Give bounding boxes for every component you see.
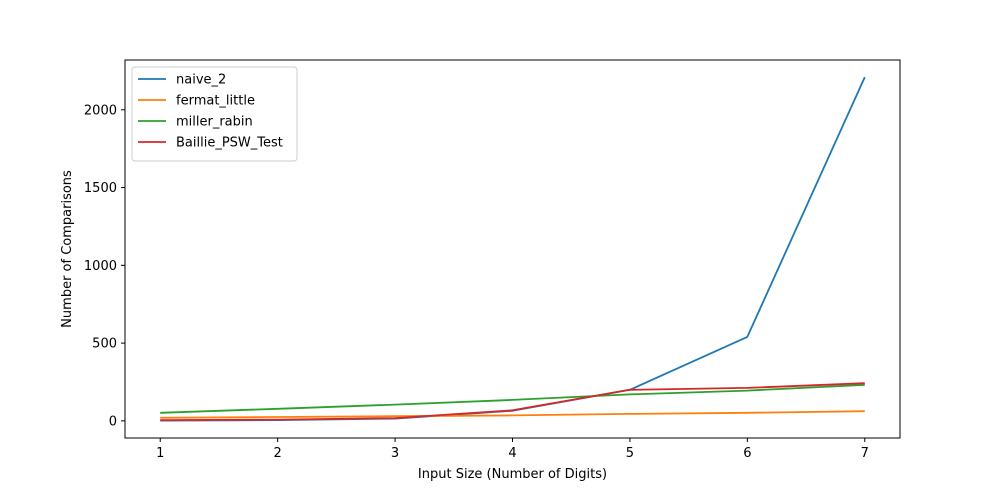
x-tick-label: 7 [861, 446, 869, 461]
y-axis: 0 500 1000 1500 2000 [84, 103, 125, 429]
series-line-fermat_little [160, 410, 865, 419]
y-tick-label: 1000 [84, 259, 117, 274]
series-line-Baillie_PSW_Test [160, 382, 865, 421]
series-line-miller_rabin [160, 383, 865, 414]
y-tick-label: 0 [109, 414, 117, 429]
x-tick-label: 5 [626, 446, 634, 461]
legend: naive_2 fermat_little miller_rabin Baillie_… [131, 66, 298, 162]
legend-label: Baillie_PSW_Test [176, 136, 283, 151]
y-tick-label: 2000 [84, 103, 117, 118]
y-tick-label: 1500 [84, 181, 117, 196]
y-tick-label: 500 [92, 337, 117, 352]
legend-label: miller_rabin [176, 115, 253, 130]
legend-label: naive_2 [176, 73, 226, 88]
x-tick-label: 6 [743, 446, 751, 461]
series-lines [160, 76, 866, 422]
x-tick-label: 1 [156, 446, 164, 461]
x-axis: 1 2 3 4 5 6 7 [156, 438, 869, 461]
x-tick-label: 3 [391, 446, 399, 461]
x-tick-label: 2 [274, 446, 282, 461]
legend-box [131, 66, 298, 162]
legend-label: fermat_little [176, 94, 255, 109]
x-axis-label: Input Size (Number of Digits) [418, 467, 607, 482]
x-tick-label: 4 [508, 446, 516, 461]
y-axis-label: Number of Comparisons [60, 170, 75, 328]
